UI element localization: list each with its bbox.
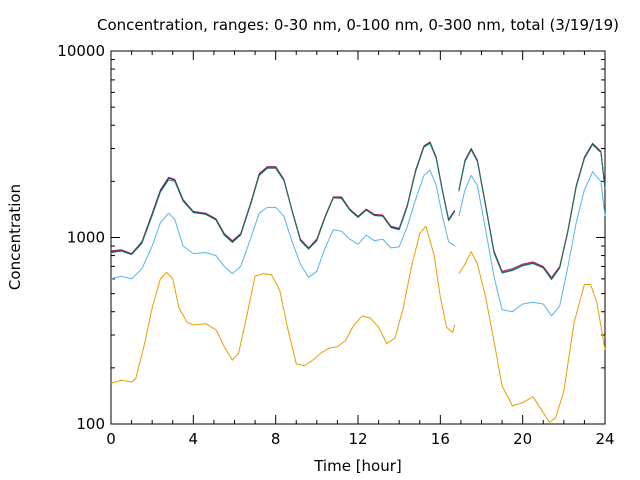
y-axis-label: Concentration <box>6 184 24 290</box>
y-tick-label: 100 <box>76 415 105 433</box>
x-tick-label: 0 <box>106 430 116 448</box>
x-tick-label: 4 <box>189 430 199 448</box>
series-line-1-segment-1 <box>458 171 606 317</box>
y-tick-label: 10000 <box>57 42 105 60</box>
series-line-4-segment-0 <box>110 142 456 256</box>
x-axis-ticks: 0 4 8 12 16 20 24 <box>106 51 615 448</box>
y-axis-ticks: 100 1000 10000 <box>57 42 605 433</box>
x-tick-label: 16 <box>431 430 450 448</box>
series-line-4-segment-1 <box>458 144 606 281</box>
x-tick-label: 8 <box>271 430 281 448</box>
x-axis-label: Time [hour] <box>313 457 402 475</box>
y-tick-label: 1000 <box>67 229 105 247</box>
x-tick-label: 20 <box>513 430 532 448</box>
series-line-0-segment-0 <box>110 225 456 384</box>
plot-frame <box>110 50 606 425</box>
x-tick-label: 12 <box>348 430 367 448</box>
series-line-0-segment-1 <box>458 251 606 423</box>
x-tick-label: 24 <box>595 430 614 448</box>
series-layer <box>110 141 606 423</box>
chart-title: Concentration, ranges: 0-30 nm, 0-100 nm… <box>97 16 619 34</box>
series-line-1-segment-0 <box>110 169 455 280</box>
